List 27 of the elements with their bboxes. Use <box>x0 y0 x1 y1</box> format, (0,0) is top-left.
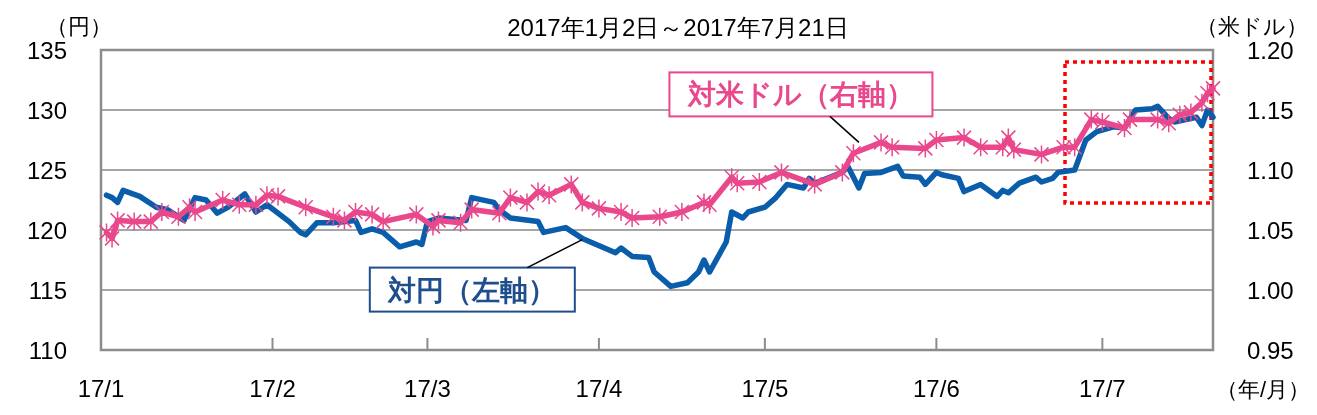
x-tick-label: 17/1 <box>77 375 125 402</box>
chart-title: 2017年1月2日～2017年7月21日 <box>507 14 849 41</box>
annotation: 対円（左軸） <box>387 274 557 306</box>
y-tick-label: 110 <box>28 337 67 364</box>
x-tick-label: 17/5 <box>741 375 789 402</box>
x-axis-title: （年/月） <box>1215 377 1310 402</box>
y2-axis-title: （米ドル） <box>1196 14 1308 39</box>
y-tick-label: 125 <box>26 157 67 184</box>
x-tick-label: 17/4 <box>575 375 623 402</box>
y2-tick-label: 1.00 <box>1247 277 1294 304</box>
y2-tick-label: 1.05 <box>1247 217 1294 244</box>
x-tick-label: 17/7 <box>1078 375 1126 402</box>
annotation: 対米ドル（右軸） <box>686 79 914 111</box>
x-tick-label: 17/6 <box>913 375 960 402</box>
annotation: 対円（左軸） <box>368 238 584 313</box>
y2-tick-label: 0.95 <box>1247 337 1294 364</box>
y-tick-label: 135 <box>26 37 67 64</box>
y2-tick-label: 1.10 <box>1247 157 1294 184</box>
y-tick-label: 130 <box>26 97 67 124</box>
annotation: 対米ドル（右軸） <box>668 71 934 144</box>
x-tick-label: 17/3 <box>404 375 451 402</box>
y2-tick-label: 1.20 <box>1247 37 1294 64</box>
x-tick-label: 17/2 <box>249 375 296 402</box>
y2-tick-label: 1.15 <box>1247 97 1294 124</box>
y-axis-title: （円） <box>46 14 112 39</box>
y-tick-label: 115 <box>28 277 67 304</box>
y-tick-label: 120 <box>26 217 67 244</box>
